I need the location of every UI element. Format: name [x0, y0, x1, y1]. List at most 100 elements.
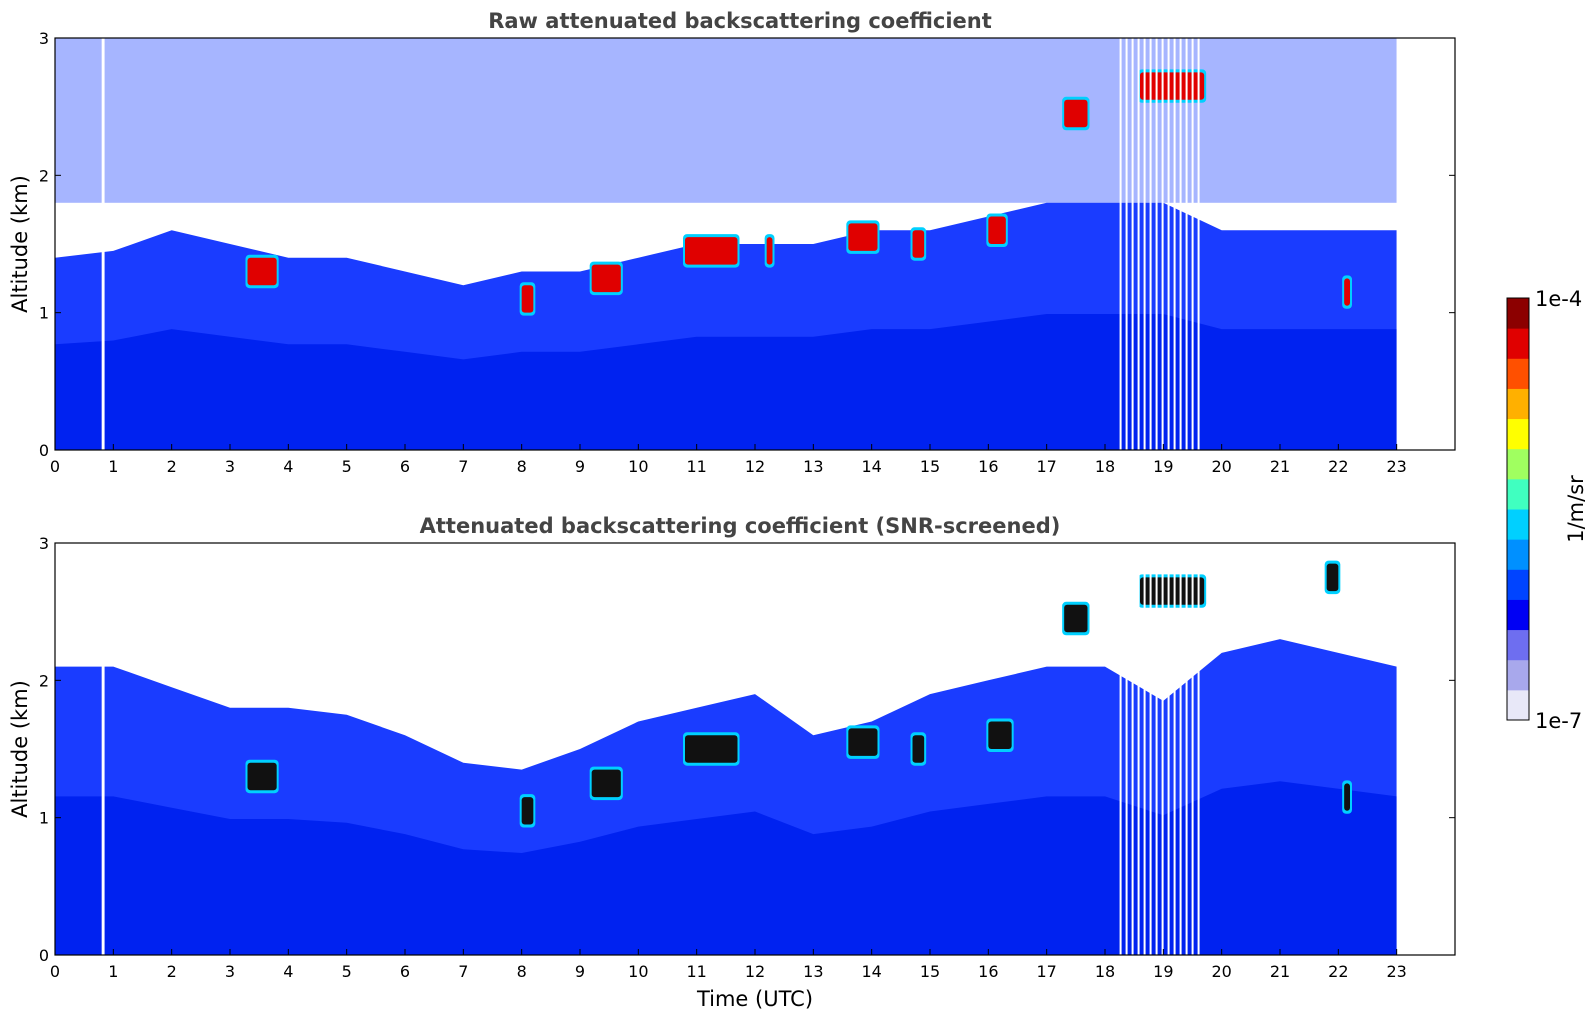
panel1-x-tick-label: 12: [745, 457, 765, 476]
panel1-missing-data-line: [1185, 38, 1188, 450]
panel1-no-data-region: [1396, 38, 1455, 450]
colorbar-segment: [1507, 629, 1529, 661]
panel1-cloud-feature: [591, 264, 621, 293]
panel2-x-tick-label: 17: [1036, 962, 1056, 981]
panel2-x-tick-label: 12: [745, 962, 765, 981]
panel1-y-tick-label: 3: [39, 29, 49, 48]
panel2-x-tick-label: 18: [1095, 962, 1115, 981]
panel2-x-ticks: 0 1 2 3 4 5 6 7 8 9 10 11 12 13 14 15 16 17 18 19 20 21 22 23: [50, 949, 1407, 981]
panel2-cloud-feature: [848, 728, 878, 756]
panel2-missing-data-line: [1197, 543, 1200, 955]
panel2-x-tick-label: 19: [1153, 962, 1173, 981]
panel1-missing-data-line: [1137, 38, 1140, 450]
panel2-missing-data-line: [1155, 543, 1158, 955]
panel1-x-tick-label: 10: [628, 457, 648, 476]
x-axis-label: Time (UTC): [696, 987, 813, 1011]
panel2-x-tick-label: 1: [108, 962, 118, 981]
panel1-plot-area: [55, 38, 1455, 450]
panel2-missing-data-line: [1131, 543, 1134, 955]
panel2-cloud-feature: [247, 762, 277, 791]
panel1-cloud-feature: [685, 237, 738, 265]
panel1-missing-data-line: [1191, 38, 1194, 450]
panel2-x-tick-label: 21: [1270, 962, 1290, 981]
panel2-cloud-feature: [591, 769, 621, 798]
panel1-missing-data-line: [1179, 38, 1182, 450]
panel1-missing-data-line: [1155, 38, 1158, 450]
panel2-x-tick-label: 5: [342, 962, 352, 981]
panel1-cloud-feature: [848, 223, 878, 251]
panel1-x-tick-label: 9: [575, 457, 585, 476]
panel1-missing-data-line: [1167, 38, 1170, 450]
panel2-missing-data-line: [101, 543, 105, 955]
screened-backscatter-panel: Attenuated backscattering coefficient (S…: [8, 514, 1456, 1011]
panel1-missing-data-line: [1119, 38, 1122, 450]
panel2-cloud-feature: [1064, 604, 1088, 633]
panel1-x-tick-label: 14: [861, 457, 881, 476]
colorbar-unit-label: 1/m/sr: [1564, 475, 1588, 543]
panel2-x-tick-label: 3: [225, 962, 235, 981]
colorbar-gradient: [1507, 298, 1529, 721]
panel2-y-tick-label: 0: [39, 946, 49, 965]
panel2-x-tick-label: 2: [167, 962, 177, 981]
panel2-cloud-feature: [685, 735, 738, 763]
panel1-missing-data-line: [1131, 38, 1134, 450]
panel2-missing-data-line: [1119, 543, 1122, 955]
colorbar-segment: [1507, 478, 1529, 510]
colorbar-min-label: 1e-7: [1535, 709, 1582, 733]
panel2-x-tick-label: 14: [861, 962, 881, 981]
colorbar-max-label: 1e-4: [1535, 287, 1582, 311]
colorbar: 1e-4 1e-7 1/m/sr: [1506, 287, 1588, 733]
panel1-x-tick-label: 20: [1211, 457, 1231, 476]
panel2-x-tick-label: 16: [978, 962, 998, 981]
panel1-y-tick-label: 2: [39, 166, 49, 185]
panel1-x-tick-label: 21: [1270, 457, 1290, 476]
panel1-x-tick-label: 15: [920, 457, 940, 476]
panel2-missing-data-line: [1191, 543, 1194, 955]
panel2-cloud-feature: [1344, 783, 1350, 811]
panel1-x-tick-label: 7: [458, 457, 468, 476]
panel1-x-tick-label: 4: [283, 457, 293, 476]
panel1-x-tick-label: 8: [517, 457, 527, 476]
panel2-y-tick-label: 3: [39, 534, 49, 553]
colorbar-segment: [1507, 448, 1529, 480]
panel1-y-tick-label: 0: [39, 441, 49, 460]
panel2-y-ticks: 0 1 2 3: [39, 534, 1455, 965]
colorbar-segment: [1507, 569, 1529, 600]
panel2-cloud-feature: [1326, 563, 1339, 592]
panel2-y-tick-label: 1: [39, 809, 49, 828]
panel1-x-tick-label: 16: [978, 457, 998, 476]
panel1-x-tick-label: 11: [686, 457, 706, 476]
panel2-x-tick-label: 8: [517, 962, 527, 981]
colorbar-segment: [1507, 599, 1529, 631]
panel1-missing-data-line: [1149, 38, 1152, 450]
panel2-x-tick-label: 10: [628, 962, 648, 981]
panel1-x-tick-label: 2: [167, 457, 177, 476]
panel2-x-tick-label: 7: [458, 962, 468, 981]
panel2-x-tick-label: 20: [1211, 962, 1231, 981]
panel1-x-tick-label: 13: [803, 457, 823, 476]
colorbar-segment: [1507, 509, 1529, 540]
panel2-plot-area: [55, 543, 1455, 955]
colorbar-frame: [1506, 297, 1530, 721]
panel1-missing-data-line: [101, 38, 105, 450]
panel1-missing-data-line: [1125, 38, 1128, 450]
panel2-missing-data-line: [1179, 543, 1182, 955]
colorbar-segment: [1507, 689, 1529, 721]
panel2-x-tick-label: 13: [803, 962, 823, 981]
panel1-near-surface-layer: [55, 314, 1397, 450]
panel2-x-tick-label: 0: [50, 962, 60, 981]
panel2-missing-data-line: [1125, 543, 1128, 955]
panel2-x-tick-label: 4: [283, 962, 293, 981]
panel2-title: Attenuated backscattering coefficient (S…: [420, 514, 1061, 538]
panel1-x-tick-label: 3: [225, 457, 235, 476]
panel1-missing-data-line: [1161, 38, 1164, 450]
panel1-x-tick-label: 18: [1095, 457, 1115, 476]
panel1-cloud-feature: [912, 230, 925, 258]
panel1-noise-region: [55, 38, 1397, 203]
panel2-no-data-region: [1396, 543, 1455, 955]
panel2-x-tick-label: 6: [400, 962, 410, 981]
panel1-missing-data-line: [1173, 38, 1176, 450]
panel2-cloud-feature: [521, 797, 534, 825]
colorbar-segment: [1507, 358, 1529, 389]
